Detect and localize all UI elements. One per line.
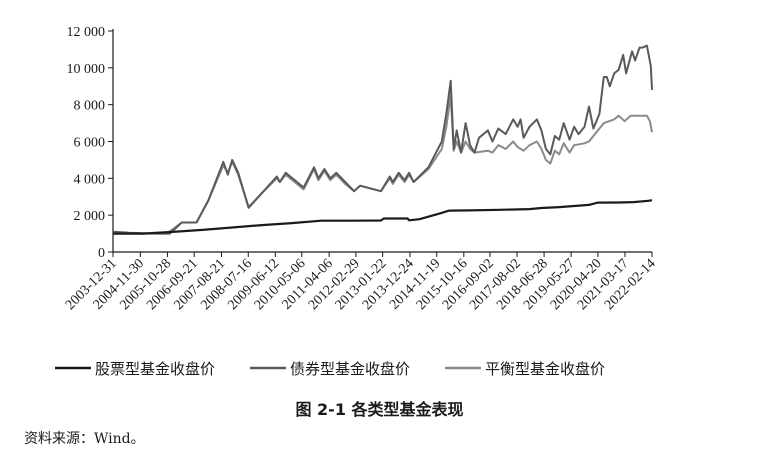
y-tick-label: 6 000 [74, 136, 106, 151]
series-layer [112, 44, 653, 235]
y-tick-label: 8 000 [74, 99, 106, 114]
y-tick-label: 0 [98, 246, 105, 261]
figure-caption: 图 2-1 各类型基金表现 [295, 400, 464, 419]
legend: 股票型基金收盘价 债券型基金收盘价 平衡型基金收盘价 [55, 360, 605, 378]
legend-label: 股票型基金收盘价 [95, 360, 215, 378]
y-tick-label: 2 000 [74, 209, 106, 224]
legend-label: 债券型基金收盘价 [290, 360, 410, 378]
series-line [112, 44, 653, 235]
y-axis: 0 2 000 4 000 6 000 8 000 10 000 12 000 [67, 25, 114, 261]
series-line [112, 94, 653, 235]
y-tick-label: 10 000 [67, 62, 106, 77]
y-tick-label: 12 000 [67, 25, 106, 40]
y-tick-label: 4 000 [74, 172, 106, 187]
series-line [113, 199, 653, 235]
x-axis: 2003-12-312004-11-302005-10-282006-09-21… [63, 251, 659, 313]
legend-label: 平衡型基金收盘价 [485, 360, 605, 378]
source-note: 资料来源：Wind。 [24, 431, 145, 447]
